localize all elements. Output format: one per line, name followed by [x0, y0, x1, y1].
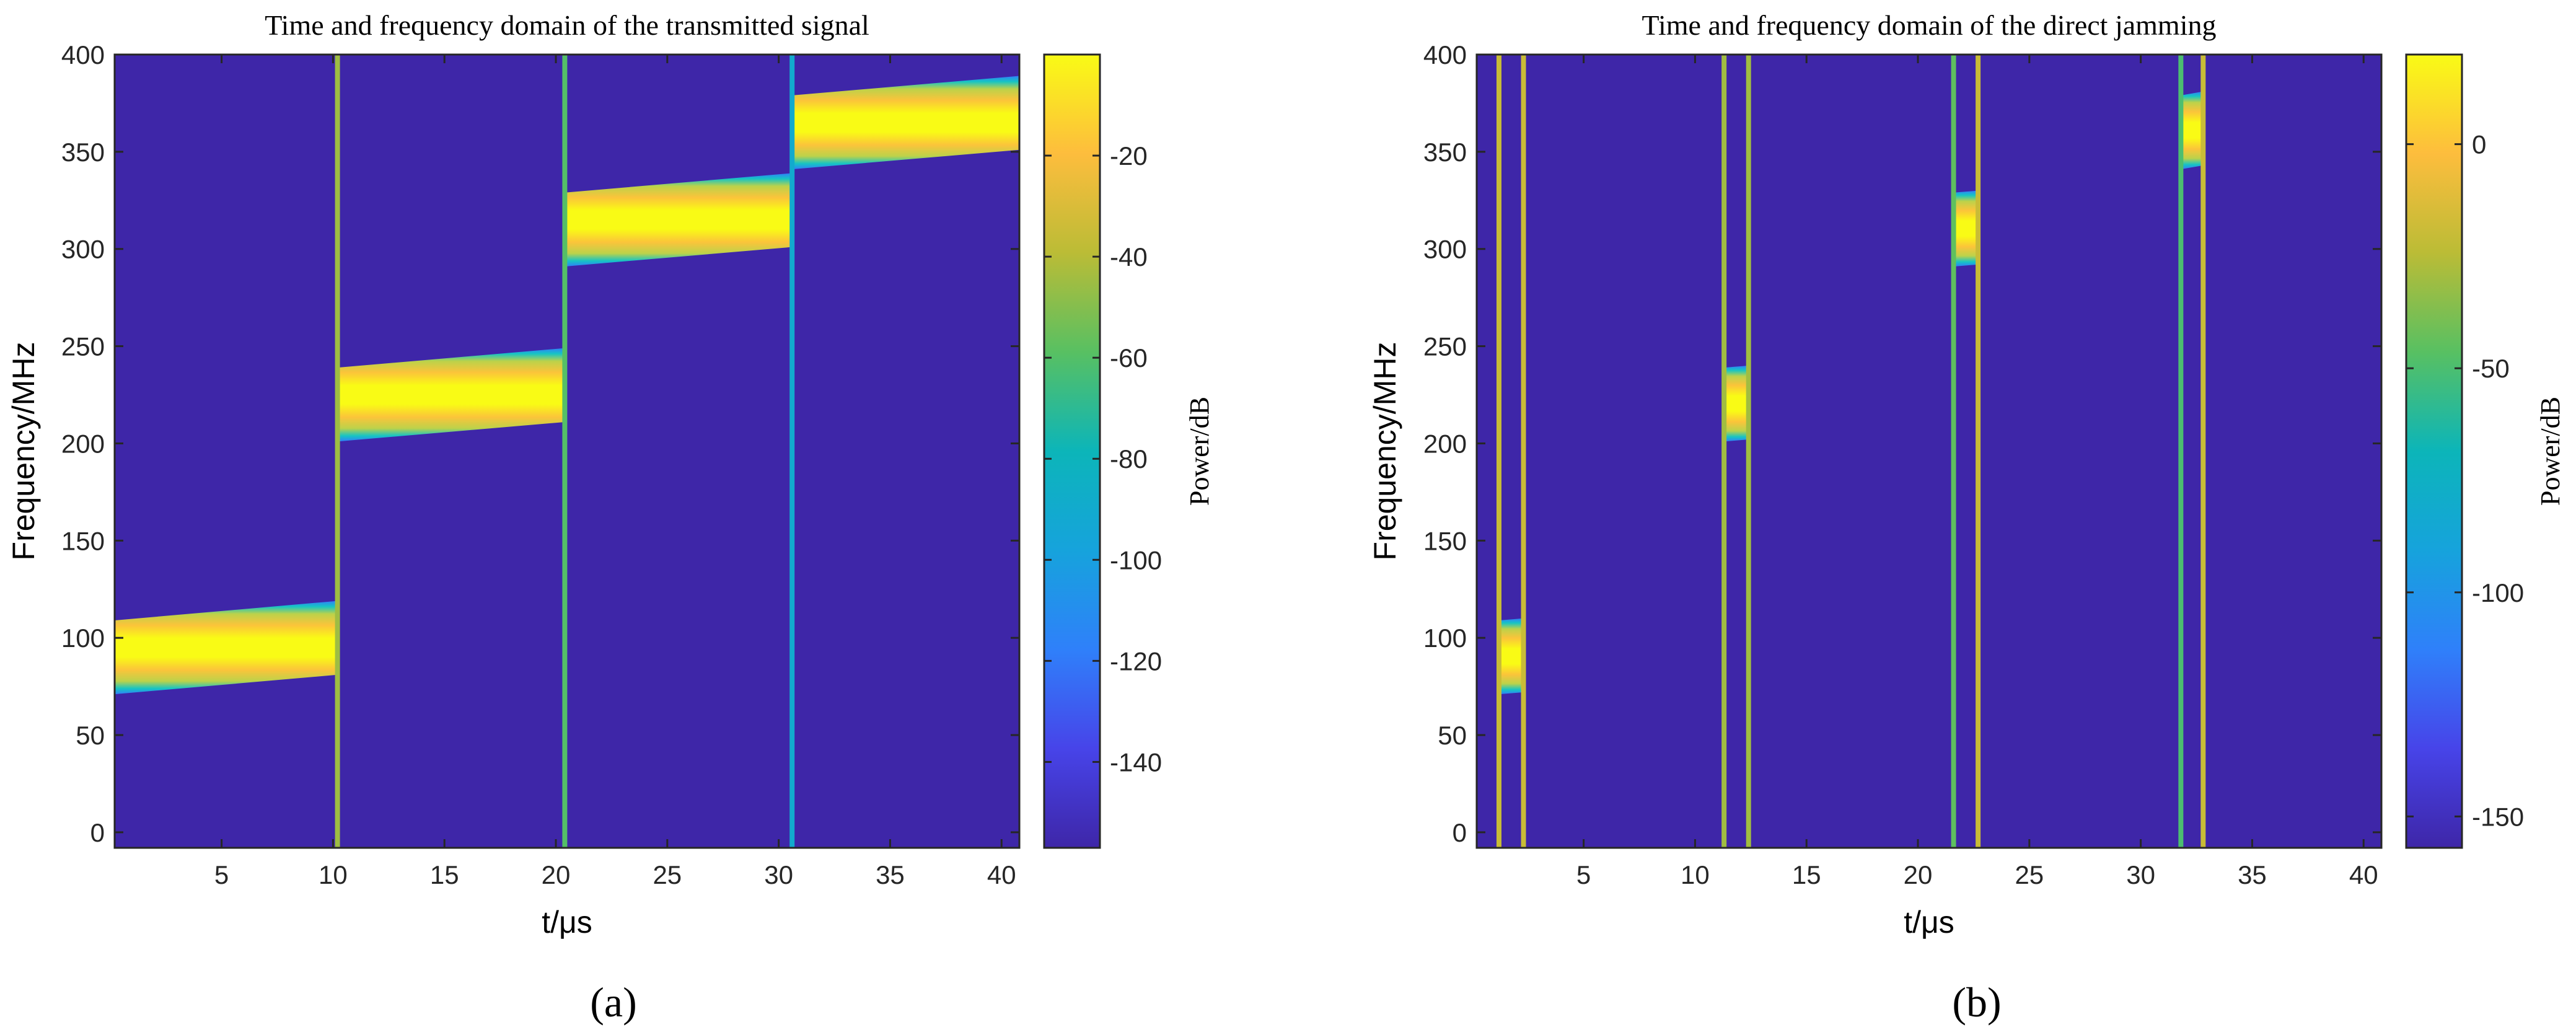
y-axis-label: Frequency/MHz: [1368, 342, 1402, 561]
colorbar-gradient: [1044, 55, 1100, 848]
colorbar-tick-label: -150: [2472, 802, 2524, 831]
y-tick-label: 300: [1423, 235, 1467, 264]
signal-band-1: [1498, 618, 1524, 695]
colorbar-tick-label: -60: [1110, 343, 1148, 372]
colorbar-tick-label: -40: [1110, 242, 1148, 271]
chart-title: Time and frequency domain of the direct …: [1642, 9, 2216, 41]
y-tick-label: 300: [61, 235, 105, 264]
panel-b: Time and frequency domain of the direct …: [1368, 9, 2565, 1026]
y-tick-label: 50: [76, 721, 105, 750]
x-tick-label: 20: [542, 860, 571, 889]
transient-line-2: [1521, 55, 1526, 848]
y-tick-label: 400: [61, 40, 105, 69]
transient-line-8: [2200, 55, 2206, 848]
plot-background: [1477, 55, 2381, 848]
panel-label: (a): [590, 979, 636, 1026]
y-tick-label: 200: [1423, 429, 1467, 458]
transient-line-7: [2178, 55, 2184, 848]
plot-area: [1477, 55, 2381, 848]
x-tick-label: 20: [1904, 860, 1933, 889]
data-marks: [115, 55, 1019, 848]
y-tick-label: 100: [1423, 623, 1467, 653]
y-tick-label: 100: [61, 623, 105, 653]
colorbar-ticks: -140 -120 -100 -80 -60 -40 -20: [1044, 141, 1162, 777]
y-tick-label: 350: [61, 138, 105, 167]
plot-frame: [113, 53, 1021, 849]
y-tick-label: 0: [1453, 818, 1467, 847]
colorbar-tick-label: -140: [1110, 747, 1162, 777]
x-tick-label: 15: [430, 860, 459, 889]
signal-band-3: [1953, 190, 1979, 266]
x-tick-label: 30: [764, 860, 793, 889]
colorbar-ticks: -150 -100 -50 0: [2406, 130, 2524, 831]
colorbar-label: Power/dB: [1184, 397, 1215, 506]
x-tick-label: 5: [214, 860, 229, 889]
plot-frame: [1475, 53, 2383, 849]
x-tick-label: 40: [2349, 860, 2378, 889]
colorbar-frame: [1043, 53, 1101, 849]
y-tick-label: 400: [1423, 40, 1467, 69]
y-tick-label: 200: [61, 429, 105, 458]
data-marks: [1496, 55, 2206, 848]
colorbar-tick-label: -20: [1110, 141, 1148, 170]
x-tick-label: 30: [2126, 860, 2155, 889]
y-axis-label: Frequency/MHz: [6, 342, 41, 561]
transient-line-5: [1951, 55, 1956, 848]
transient-line-2: [562, 55, 568, 848]
y-tick-label: 150: [1423, 526, 1467, 555]
x-tick-label: 10: [1681, 860, 1710, 889]
signal-band-2: [337, 348, 565, 442]
colorbar: -150 -100 -50 0 Power/dB: [2405, 53, 2565, 849]
y-tick-label: 50: [1438, 721, 1467, 750]
x-axis: 5 10 15 20 25 30 35 40: [214, 55, 1016, 889]
x-tick-label: 15: [1792, 860, 1821, 889]
signal-band-3: [565, 173, 793, 266]
colorbar-frame: [2405, 53, 2463, 849]
panel-a: Time and frequency domain of the transmi…: [6, 9, 1215, 1026]
colorbar-tick-label: -100: [1110, 545, 1162, 575]
colorbar-tick-label: -100: [2472, 578, 2524, 607]
x-axis: 5 10 15 20 25 30 35 40: [1576, 55, 2378, 889]
chart-title: Time and frequency domain of the transmi…: [265, 9, 869, 41]
signal-band-4: [2181, 91, 2204, 170]
x-tick-label: 25: [2015, 860, 2044, 889]
x-tick-label: 35: [876, 860, 905, 889]
y-tick-label: 350: [1423, 138, 1467, 167]
x-tick-label: 35: [2238, 860, 2267, 889]
x-axis-label: t/μs: [1904, 905, 1954, 940]
x-tick-label: 40: [987, 860, 1016, 889]
signal-band-2: [1724, 365, 1749, 442]
colorbar-tick-label: -50: [2472, 354, 2510, 383]
transient-line-3: [789, 55, 795, 848]
colorbar-tick-label: -80: [1110, 444, 1148, 473]
y-tick-label: 250: [1423, 332, 1467, 361]
transient-line-1: [1496, 55, 1501, 848]
colorbar-label: Power/dB: [2535, 397, 2565, 506]
x-tick-label: 25: [653, 860, 682, 889]
signal-band-4: [792, 76, 1019, 170]
x-tick-label: 5: [1576, 860, 1591, 889]
y-tick-label: 150: [61, 526, 105, 555]
y-tick-label: 0: [90, 818, 105, 847]
transient-line-3: [1721, 55, 1727, 848]
y-axis: 0 50 100 150 200 250 300 350 400: [1423, 40, 2381, 847]
x-tick-label: 10: [319, 860, 348, 889]
transient-line-4: [1746, 55, 1751, 848]
plot-area: [115, 55, 1019, 848]
colorbar-gradient: [2406, 55, 2462, 848]
colorbar: -140 -120 -100 -80 -60 -40 -20 Power/dB: [1043, 53, 1215, 849]
y-axis: 0 50 100 150 200 250 300 350 400: [61, 40, 1019, 847]
x-axis-label: t/μs: [542, 905, 592, 940]
transient-line-6: [1976, 55, 1981, 848]
colorbar-tick-label: -120: [1110, 646, 1162, 676]
panel-label: (b): [1952, 979, 2001, 1026]
transient-line-1: [335, 55, 340, 848]
signal-band-1: [115, 601, 338, 695]
colorbar-tick-label: 0: [2472, 130, 2486, 159]
y-tick-label: 250: [61, 332, 105, 361]
